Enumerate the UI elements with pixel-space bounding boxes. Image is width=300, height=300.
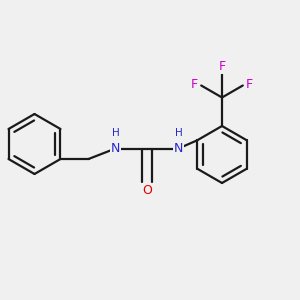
Text: H: H — [112, 128, 119, 139]
Text: F: F — [218, 59, 226, 73]
Text: H: H — [175, 128, 182, 139]
Text: N: N — [174, 142, 183, 155]
Text: O: O — [142, 184, 152, 197]
Text: F: F — [246, 77, 253, 91]
Text: N: N — [111, 142, 120, 155]
Text: F: F — [191, 77, 198, 91]
